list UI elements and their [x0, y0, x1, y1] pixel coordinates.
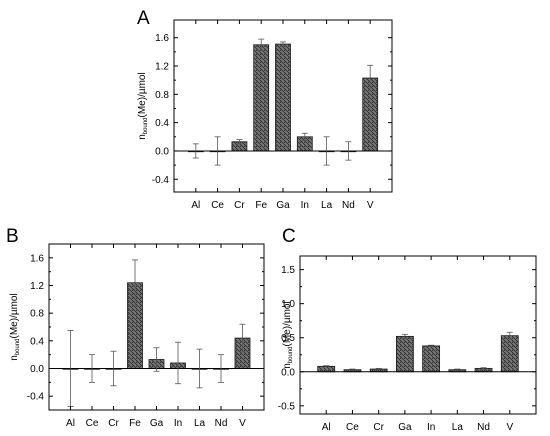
- error-bar-ga: [280, 41, 286, 47]
- x-tick-label-ga: Ga: [398, 422, 412, 433]
- x-tick-label-v: V: [239, 418, 246, 429]
- y-tick-label: 1.6: [155, 33, 169, 44]
- y-tick-label: -0.5: [278, 401, 296, 412]
- error-bar-nd: [218, 354, 224, 383]
- x-tick-label-fe: Fe: [255, 200, 267, 211]
- error-bar-ga: [153, 347, 160, 372]
- x-tick-label-v: V: [367, 200, 374, 211]
- y-tick-label: 1.0: [281, 299, 295, 310]
- y-tick-label: 0.4: [155, 118, 169, 129]
- x-tick-label-fe: Fe: [129, 418, 141, 429]
- error-bar-v: [367, 64, 374, 92]
- y-tick-label: 0.0: [155, 146, 169, 157]
- y-tick-label: 0.0: [30, 364, 44, 375]
- chart-b: -0.4 0.0 0.4 0.8 1.2 1.6 Al Ce Cr Fe Ga In La Nd Vnbou…: [9, 243, 265, 429]
- x-tick-label-in: In: [427, 422, 435, 433]
- error-bar-nd: [480, 367, 487, 370]
- y-tick-label: 0.8: [155, 90, 169, 101]
- x-tick-label-ga: Ga: [150, 418, 164, 429]
- bar-in: [422, 345, 441, 373]
- error-bar-cr: [110, 350, 117, 387]
- error-bar-in: [301, 132, 308, 141]
- error-bar-in: [175, 341, 181, 385]
- y-axis-label: nbound(Me)/µmol: [282, 301, 294, 368]
- error-bar-nd: [345, 141, 352, 161]
- y-tick-label: 0.4: [30, 336, 44, 347]
- error-bar-ce: [349, 368, 356, 371]
- x-tick-label-ga: Ga: [276, 200, 290, 211]
- y-tick-label: 0.5: [281, 333, 295, 344]
- y-tick-label: 0.0: [281, 367, 295, 378]
- x-tick-label-la: La: [194, 418, 206, 429]
- x-tick-label-ce: Ce: [86, 418, 99, 429]
- x-tick-label-v: V: [506, 422, 513, 433]
- error-bar-la: [196, 348, 203, 389]
- y-tick-label: 1.2: [30, 281, 44, 292]
- x-tick-label-in: In: [301, 200, 309, 211]
- panel-label-c: C: [282, 226, 296, 247]
- x-tick-label-al: Al: [322, 422, 331, 433]
- x-tick-label-nd: Nd: [477, 422, 490, 433]
- error-bar-cr: [375, 367, 382, 371]
- error-bar-al: [323, 365, 330, 368]
- chart-a: -0.4 0.0 0.4 0.8 1.2 1.6 Al Ce Cr Fe Ga In La Nd Vnbou…: [137, 19, 393, 211]
- y-axis-label: nbound(Me)/µmol: [9, 293, 21, 360]
- error-bar-la: [323, 136, 330, 166]
- error-bar-ce: [214, 136, 221, 166]
- y-tick-label: 1.5: [281, 265, 295, 276]
- error-bar-cr: [236, 139, 243, 145]
- error-bar-fe: [258, 38, 265, 51]
- plot-frame: [299, 255, 537, 415]
- x-tick-label-ce: Ce: [211, 200, 224, 211]
- error-bar-ga: [401, 333, 408, 339]
- x-tick-label-in: In: [174, 418, 182, 429]
- x-tick-label-ce: Ce: [346, 422, 359, 433]
- y-tick-label: 1.6: [30, 253, 44, 264]
- error-bar-fe: [132, 259, 138, 306]
- x-tick-label-cr: Cr: [108, 418, 119, 429]
- x-tick-label-cr: Cr: [234, 200, 245, 211]
- y-tick-label: 1.2: [155, 62, 169, 73]
- y-tick-label: -0.4: [152, 175, 170, 186]
- panel-label-b: B: [6, 226, 19, 247]
- y-tick-label: 0.8: [30, 309, 44, 320]
- x-tick-label-al: Al: [191, 200, 200, 211]
- x-tick-label-nd: Nd: [342, 200, 355, 211]
- bar-ga: [395, 335, 414, 373]
- y-axis-label: nbound(Me)/µmol: [137, 72, 149, 139]
- bar-fe: [253, 44, 270, 152]
- error-bar-al: [192, 143, 199, 159]
- x-tick-label-cr: Cr: [373, 422, 384, 433]
- bar-v: [500, 335, 519, 373]
- x-tick-label-al: Al: [66, 418, 75, 429]
- y-tick-label: -0.4: [27, 392, 45, 403]
- error-bar-v: [506, 331, 513, 340]
- error-bar-v: [239, 323, 246, 353]
- x-tick-label-nd: Nd: [215, 418, 228, 429]
- error-bar-la: [454, 368, 461, 371]
- bar-ga: [275, 43, 291, 152]
- x-tick-label-la: La: [452, 422, 464, 433]
- error-bar-in: [428, 344, 435, 347]
- chart-c: -0.5 0.0 0.5 1.0 1.5 Al Ce Cr Ga In La Nd Vnbound(Me…: [278, 255, 537, 433]
- x-tick-label-la: La: [321, 200, 333, 211]
- plot-frame: [48, 243, 265, 411]
- panel-label-a: A: [137, 8, 150, 29]
- error-bar-ce: [89, 354, 95, 383]
